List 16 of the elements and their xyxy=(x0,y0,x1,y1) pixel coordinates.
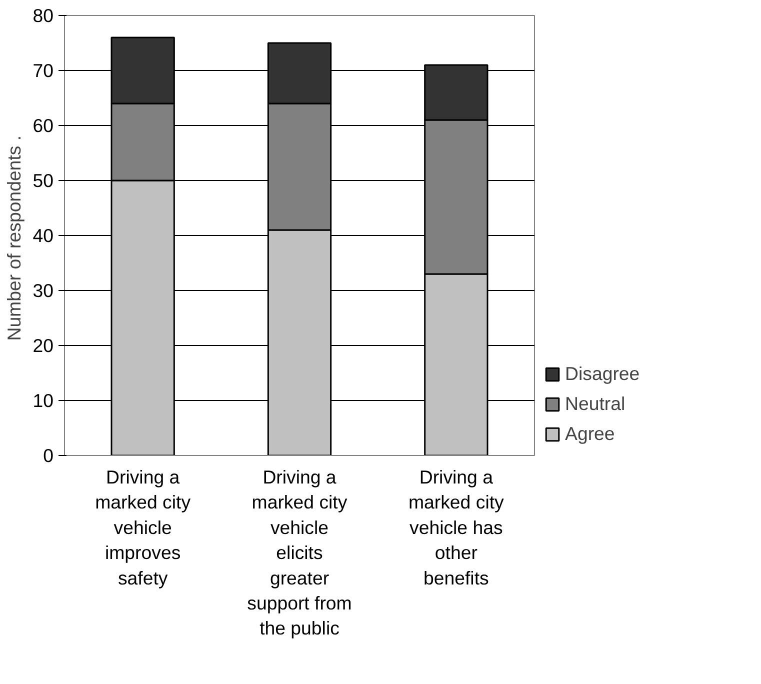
y-tick-label: 30 xyxy=(32,280,54,301)
y-tick-label: 40 xyxy=(32,225,54,246)
legend-label: Neutral xyxy=(565,393,626,415)
x-tick-label: Driving a marked city vehicle elicits greater support from the public xyxy=(247,466,352,639)
legend-label: Disagree xyxy=(565,363,640,385)
y-tick-label: 10 xyxy=(32,390,54,411)
y-tick-label: 50 xyxy=(32,170,54,191)
y-tick-label: 20 xyxy=(32,335,54,356)
x-tick-label: Driving a marked city vehicle has other benefits xyxy=(408,466,505,588)
x-tick-label: Driving a marked city vehicle improves safety xyxy=(95,466,192,588)
y-axis-title: Number of respondents . xyxy=(4,135,25,341)
y-tick-label: 70 xyxy=(32,60,54,81)
legend-label: Agree xyxy=(565,423,615,445)
y-tick-label: 0 xyxy=(43,445,54,466)
y-tick-label: 60 xyxy=(32,115,54,136)
y-tick-label: 80 xyxy=(32,5,54,26)
